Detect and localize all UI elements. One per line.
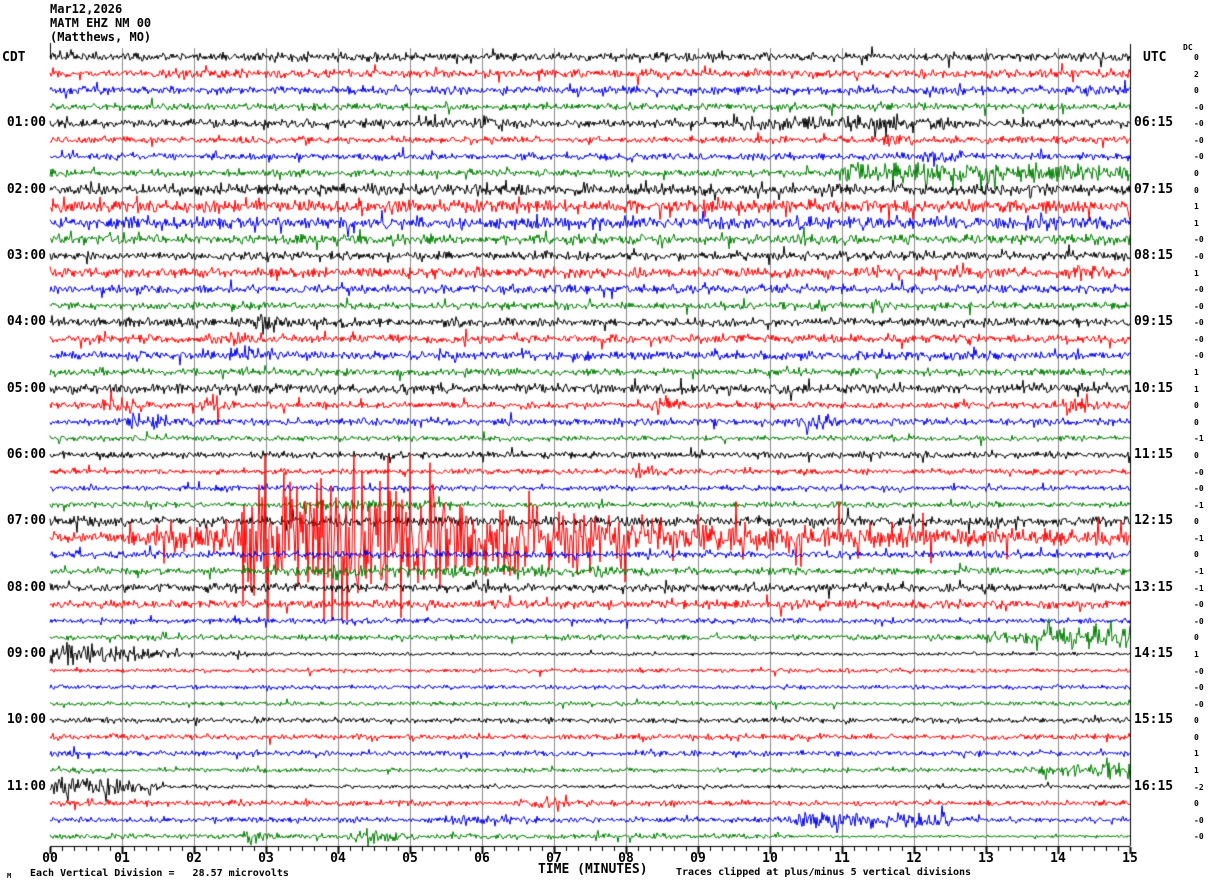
cdt-time-label: 05:00	[6, 381, 46, 396]
x-tick-label: 09	[690, 851, 706, 866]
x-axis-title: TIME (MINUTES)	[538, 862, 648, 877]
left-timezone-header: CDT	[2, 50, 26, 65]
dc-value: 0	[1194, 799, 1199, 808]
cdt-time-label: 04:00	[6, 314, 46, 329]
corner-mark: M	[7, 872, 12, 880]
dc-value: 0	[1194, 86, 1199, 95]
dc-value: 0	[1194, 633, 1199, 642]
x-tick-label: 03	[258, 851, 274, 866]
x-tick-label: 00	[42, 851, 58, 866]
utc-time-label: 13:15	[1134, 580, 1174, 595]
x-tick-label: 05	[402, 851, 418, 866]
dc-value: -0	[1194, 235, 1204, 244]
cdt-time-label: 09:00	[6, 646, 46, 661]
utc-time-label: 09:15	[1134, 314, 1174, 329]
x-tick-label: 10	[762, 851, 778, 866]
x-tick-label: 04	[330, 851, 346, 866]
dc-value: -0	[1194, 683, 1204, 692]
cdt-time-label: 06:00	[6, 447, 46, 462]
utc-time-label: 16:15	[1134, 779, 1174, 794]
dc-value: 1	[1194, 368, 1199, 377]
dc-value: -1	[1194, 584, 1204, 593]
x-tick-label: 15	[1122, 851, 1138, 866]
dc-value: -0	[1194, 252, 1204, 261]
dc-value: 1	[1194, 650, 1199, 659]
dc-value: 0	[1194, 401, 1199, 410]
dc-value: -1	[1194, 567, 1204, 576]
dc-value: 0	[1194, 451, 1199, 460]
x-tick-label: 14	[1050, 851, 1066, 866]
dc-value: 0	[1194, 186, 1199, 195]
dc-value: -0	[1194, 351, 1204, 360]
station-location: (Matthews, MO)	[50, 30, 152, 44]
x-tick-label: 08	[618, 851, 634, 866]
cdt-time-label: 08:00	[6, 580, 46, 595]
dc-value: 0	[1194, 550, 1199, 559]
dc-value: 1	[1194, 766, 1199, 775]
x-tick-label: 11	[834, 851, 850, 866]
dc-value: -0	[1194, 103, 1204, 112]
dc-value: 0	[1194, 169, 1199, 178]
dc-value: -1	[1194, 534, 1204, 543]
dc-value: -1	[1194, 434, 1204, 443]
dc-value: -0	[1194, 667, 1204, 676]
dc-value: -0	[1194, 136, 1204, 145]
dc-value: -0	[1194, 152, 1204, 161]
x-tick-label: 06	[474, 851, 490, 866]
dc-value: -0	[1194, 700, 1204, 709]
utc-time-label: 10:15	[1134, 381, 1174, 396]
dc-value: 1	[1194, 269, 1199, 278]
dc-value: -0	[1194, 468, 1204, 477]
dc-value: 0	[1194, 517, 1199, 526]
cdt-time-label: 07:00	[6, 513, 46, 528]
utc-time-label: 06:15	[1134, 115, 1174, 130]
dc-value: -0	[1194, 600, 1204, 609]
utc-time-label: 07:15	[1134, 182, 1174, 197]
cdt-time-label: 03:00	[6, 248, 46, 263]
x-tick-label: 07	[546, 851, 562, 866]
dc-value: -0	[1194, 318, 1204, 327]
cdt-time-label: 10:00	[6, 712, 46, 727]
dc-value: -0	[1194, 832, 1204, 841]
dc-value: 0	[1194, 733, 1199, 742]
vertical-scale-note: Each Vertical Division = 28.57 microvolt…	[30, 868, 289, 879]
dc-value: -0	[1194, 816, 1204, 825]
clip-note: Traces clipped at plus/minus 5 vertical …	[676, 867, 972, 878]
dc-value: -1	[1194, 501, 1204, 510]
utc-time-label: 08:15	[1134, 248, 1174, 263]
dc-value: -0	[1194, 302, 1204, 311]
station-code: MATM EHZ NM 00	[50, 16, 152, 30]
cdt-time-label: 11:00	[6, 779, 46, 794]
x-tick-label: 01	[114, 851, 130, 866]
dc-value: 2	[1194, 70, 1199, 79]
dc-value: -2	[1194, 783, 1204, 792]
dc-value: 0	[1194, 716, 1199, 725]
x-tick-label: 02	[186, 851, 202, 866]
cdt-time-label: 01:00	[6, 115, 46, 130]
dc-value: -0	[1194, 119, 1204, 128]
dc-value: 0	[1194, 53, 1199, 62]
x-tick-label: 12	[906, 851, 922, 866]
utc-time-label: 15:15	[1134, 712, 1174, 727]
dc-value: 1	[1194, 202, 1199, 211]
right-timezone-header: UTC	[1143, 50, 1167, 65]
dc-value: 1	[1194, 385, 1199, 394]
cdt-time-label: 02:00	[6, 182, 46, 197]
dc-value: -0	[1194, 484, 1204, 493]
utc-time-label: 12:15	[1134, 513, 1174, 528]
dc-column-header: DC	[1183, 43, 1193, 52]
utc-time-label: 11:15	[1134, 447, 1174, 462]
utc-time-label: 14:15	[1134, 646, 1174, 661]
x-tick-label: 13	[978, 851, 994, 866]
dc-value: 1	[1194, 219, 1199, 228]
dc-value: -0	[1194, 335, 1204, 344]
dc-value: -0	[1194, 285, 1204, 294]
record-date: Mar12,2026	[50, 2, 123, 16]
dc-value: 1	[1194, 749, 1199, 758]
dc-value: -0	[1194, 617, 1204, 626]
dc-value: 0	[1194, 418, 1199, 427]
